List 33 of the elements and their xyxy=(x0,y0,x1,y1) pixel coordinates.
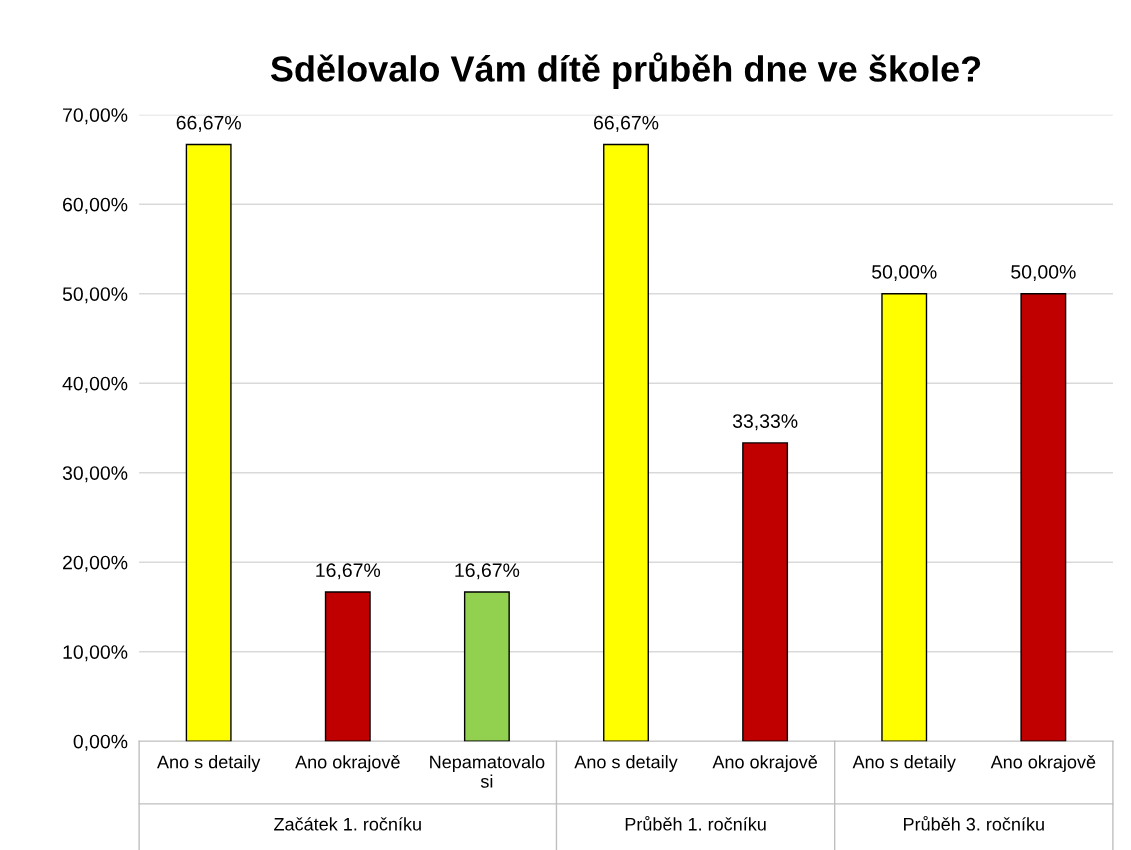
chart-title: Sdělovalo Vám dítě průběh dne ve škole? xyxy=(270,52,981,89)
y-tick-label: 60,00% xyxy=(63,197,128,214)
y-tick-label: 0,00% xyxy=(73,734,128,751)
x-tick-label: Nepamatovalo si xyxy=(430,755,545,788)
bar xyxy=(742,442,789,742)
y-tick-label: 20,00% xyxy=(63,555,128,572)
data-label: 50,00% xyxy=(1011,265,1076,282)
x-tick-label: Ano s detaily xyxy=(157,755,261,772)
y-tick-label: 50,00% xyxy=(62,287,128,304)
x-tick-label: Ano okrajově xyxy=(990,755,1096,772)
text: Začátek 1. ročníku xyxy=(274,817,421,831)
y-tick-label: 30,00% xyxy=(62,466,128,483)
y-tick-label: 70,00% xyxy=(63,108,128,125)
x-tick-label: Ano s detaily xyxy=(574,755,678,772)
data-label: 66,67% xyxy=(594,115,659,132)
data-label: 16,67% xyxy=(316,563,381,580)
y-tick-label: 10,00% xyxy=(63,645,128,662)
bar xyxy=(1020,293,1067,742)
x-tick-label: Ano okrajově xyxy=(712,755,818,772)
bar xyxy=(463,591,510,742)
bar xyxy=(603,143,649,742)
data-label: 66,67% xyxy=(176,115,241,132)
x-tick-label: Ano okrajově xyxy=(295,755,400,772)
bar xyxy=(881,293,928,742)
data-label: 16,67% xyxy=(455,563,520,580)
text: Průběh 1. ročníku xyxy=(625,815,766,831)
text: Průběh 3. ročníku xyxy=(904,815,1044,831)
bar xyxy=(324,591,371,742)
bar xyxy=(185,143,232,742)
data-label: 33,33% xyxy=(732,414,798,431)
y-tick-label: 40,00% xyxy=(62,376,128,393)
data-label: 50,00% xyxy=(872,265,937,282)
x-tick-label: Ano s detaily xyxy=(852,755,956,772)
